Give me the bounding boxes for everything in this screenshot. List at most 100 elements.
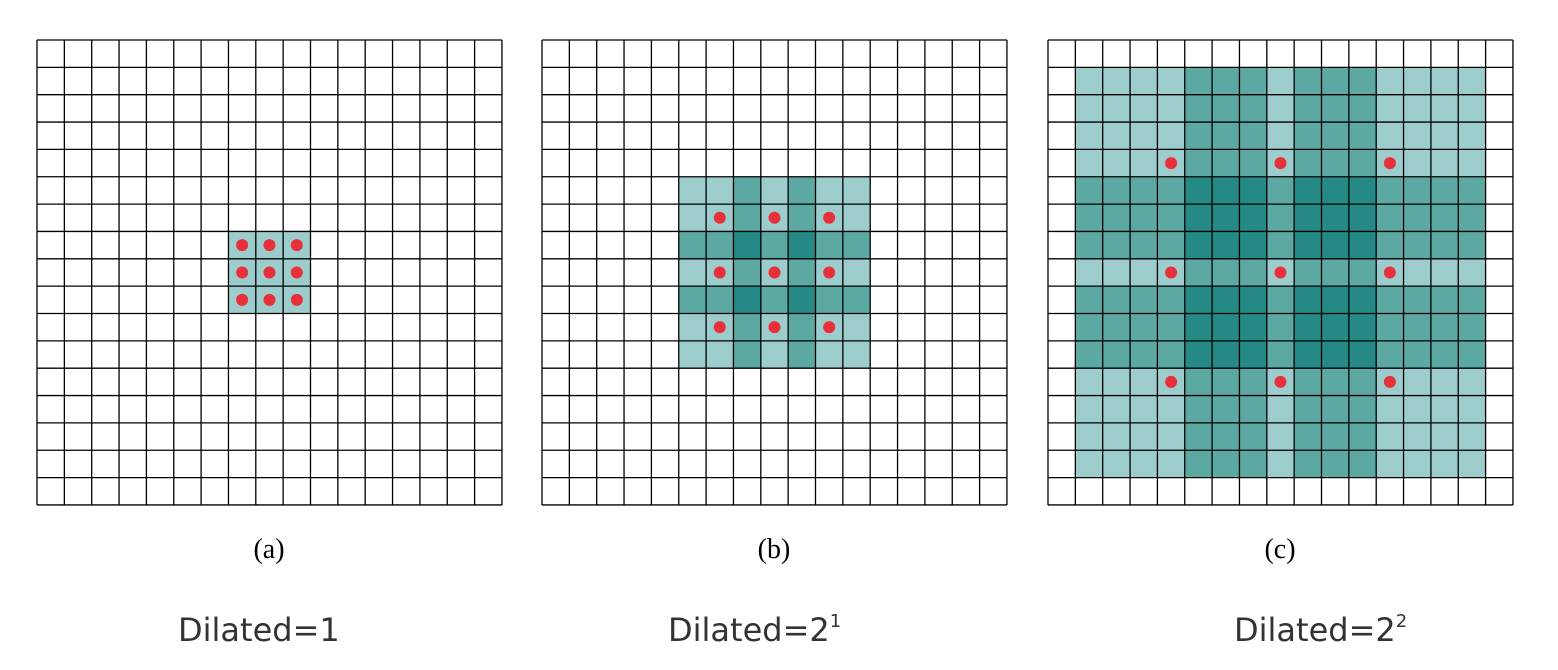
receptive-field-cell — [706, 340, 734, 369]
panel-label-c: (c) — [1264, 534, 1295, 565]
kernel-sample-dot — [263, 266, 276, 279]
receptive-field-cell — [1430, 94, 1459, 123]
receptive-field-cell — [1075, 286, 1103, 314]
receptive-field-cell — [1075, 422, 1103, 451]
caption-c-equals: = — [1349, 611, 1376, 649]
receptive-field-cell — [1130, 94, 1158, 123]
receptive-field-cell — [678, 286, 707, 314]
receptive-field-cell — [1266, 450, 1295, 478]
kernel-sample-dot — [236, 239, 249, 252]
receptive-field-cell — [1212, 422, 1240, 451]
receptive-field-cell — [1075, 258, 1103, 287]
receptive-field-cell — [1239, 422, 1267, 451]
receptive-field-cell — [1376, 450, 1404, 478]
kernel-sample-dot — [768, 211, 781, 224]
receptive-field-cell — [1184, 149, 1213, 177]
receptive-field-cell — [1321, 67, 1349, 95]
receptive-field-cell — [1376, 94, 1404, 123]
receptive-field-cell — [1130, 176, 1158, 205]
receptive-field-cell — [1239, 258, 1267, 287]
receptive-field-cell — [1075, 204, 1103, 232]
receptive-field-cell — [1266, 395, 1295, 423]
dilation-caption-b: Dilated=21 — [668, 611, 841, 649]
kernel-sample-dot — [713, 321, 726, 334]
receptive-field-cell — [733, 340, 761, 369]
receptive-field-cell — [1321, 286, 1349, 314]
receptive-field-cell — [760, 176, 789, 205]
receptive-field-cell — [678, 204, 707, 232]
receptive-field-cell — [1403, 122, 1431, 150]
receptive-field-cell — [788, 231, 816, 259]
receptive-field-cell — [1157, 450, 1185, 478]
receptive-field-cell — [1376, 122, 1404, 150]
receptive-field-cell — [1348, 176, 1377, 205]
receptive-field-cell — [1075, 340, 1103, 369]
receptive-field-cell — [1130, 286, 1158, 314]
receptive-field-cell — [1075, 368, 1103, 396]
kernel-sample-dot — [823, 266, 836, 279]
kernel-sample-dot — [1165, 266, 1178, 279]
receptive-field-cell — [1157, 94, 1185, 123]
receptive-field-cell — [1157, 313, 1185, 341]
receptive-field-cell — [1294, 94, 1322, 123]
receptive-field-cell — [815, 340, 843, 369]
receptive-field-cell — [1239, 313, 1267, 341]
receptive-field-cell — [1376, 395, 1404, 423]
receptive-field-cell — [1348, 258, 1377, 287]
receptive-field-cell — [788, 204, 816, 232]
receptive-field-cell — [1102, 258, 1131, 287]
receptive-field-cell — [1266, 231, 1295, 259]
receptive-field-cell — [1348, 231, 1377, 259]
receptive-field-cell — [1458, 286, 1486, 314]
receptive-field-cell — [1348, 368, 1377, 396]
receptive-field-cell — [788, 313, 816, 341]
receptive-field-cell — [1212, 258, 1240, 287]
receptive-field-cell — [1212, 176, 1240, 205]
kernel-sample-dot — [1274, 157, 1287, 170]
kernel-sample-dot — [263, 239, 276, 252]
receptive-field-cell — [1102, 231, 1131, 259]
receptive-field-cell — [842, 340, 871, 369]
kernel-sample-dot — [1383, 375, 1396, 388]
receptive-field-cell — [1212, 149, 1240, 177]
receptive-field-cell — [1430, 204, 1459, 232]
receptive-field-cell — [1184, 94, 1213, 123]
receptive-field-cell — [733, 286, 761, 314]
receptive-field-cell — [1321, 94, 1349, 123]
receptive-field-cell — [788, 286, 816, 314]
receptive-field-cell — [1130, 122, 1158, 150]
receptive-field-cell — [1294, 231, 1322, 259]
receptive-field-cell — [1403, 258, 1431, 287]
receptive-field-cell — [1403, 204, 1431, 232]
receptive-field-cell — [1430, 450, 1459, 478]
receptive-field-cell — [760, 231, 789, 259]
receptive-field-cell — [1239, 231, 1267, 259]
receptive-field-cell — [1075, 313, 1103, 341]
receptive-field-cell — [1266, 176, 1295, 205]
receptive-field-cell — [1348, 450, 1377, 478]
receptive-field-cell — [1212, 395, 1240, 423]
receptive-field-cell — [1212, 368, 1240, 396]
receptive-field-cell — [1212, 94, 1240, 123]
receptive-field-cell — [1212, 286, 1240, 314]
receptive-field-cell — [1184, 176, 1213, 205]
receptive-field-cell — [1403, 422, 1431, 451]
receptive-field-cell — [842, 258, 871, 287]
receptive-field-cell — [1458, 340, 1486, 369]
receptive-field-cell — [1102, 422, 1131, 451]
receptive-field-cell — [1130, 258, 1158, 287]
receptive-field-cell — [1294, 176, 1322, 205]
receptive-field-cell — [1157, 122, 1185, 150]
receptive-field-cell — [1294, 450, 1322, 478]
receptive-field-cell — [1458, 231, 1486, 259]
caption-a-equals: = — [293, 611, 320, 649]
receptive-field-cell — [1239, 368, 1267, 396]
receptive-field-cell — [1458, 204, 1486, 232]
caption-c-exponent: 2 — [1396, 611, 1407, 632]
receptive-field-cell — [706, 176, 734, 205]
receptive-field-cell — [1212, 204, 1240, 232]
receptive-field-cell — [678, 340, 707, 369]
receptive-field-cell — [842, 231, 871, 259]
receptive-field-cell — [1075, 149, 1103, 177]
receptive-field-cell — [1102, 340, 1131, 369]
